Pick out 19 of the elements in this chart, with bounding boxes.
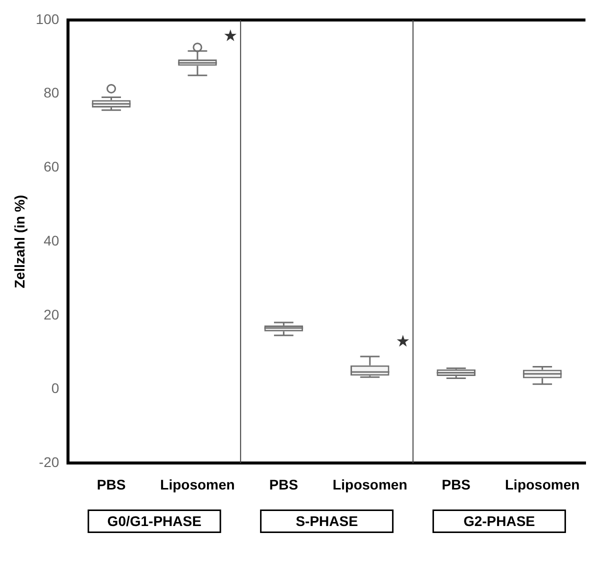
x-tick-label: PBS xyxy=(269,476,298,492)
x-tick-label: Liposomen xyxy=(332,476,408,492)
text: G2-PHASE xyxy=(463,513,536,530)
x-tick-label: Liposomen xyxy=(160,476,235,492)
y-tick-label: 60 xyxy=(44,158,60,175)
x-tick-label: PBS xyxy=(96,476,126,492)
x-tick-label: PBS xyxy=(442,476,471,492)
x-tick-label: Liposomen xyxy=(504,476,580,492)
y-tick-label: 40 xyxy=(44,232,60,248)
y-tick-label: 0 xyxy=(51,380,60,396)
y-tick-label: 100 xyxy=(36,10,60,27)
y-axis-title: Zellzahl (in %) xyxy=(11,194,28,288)
annotation: ★ xyxy=(223,26,238,46)
y-tick-label: 80 xyxy=(44,84,60,101)
y-tick-label: -20 xyxy=(38,454,60,470)
annotation: ★ xyxy=(396,332,410,351)
text: S-PHASE xyxy=(296,513,358,530)
text: G0/G1-PHASE xyxy=(107,513,202,530)
y-tick-label: 20 xyxy=(44,306,60,322)
